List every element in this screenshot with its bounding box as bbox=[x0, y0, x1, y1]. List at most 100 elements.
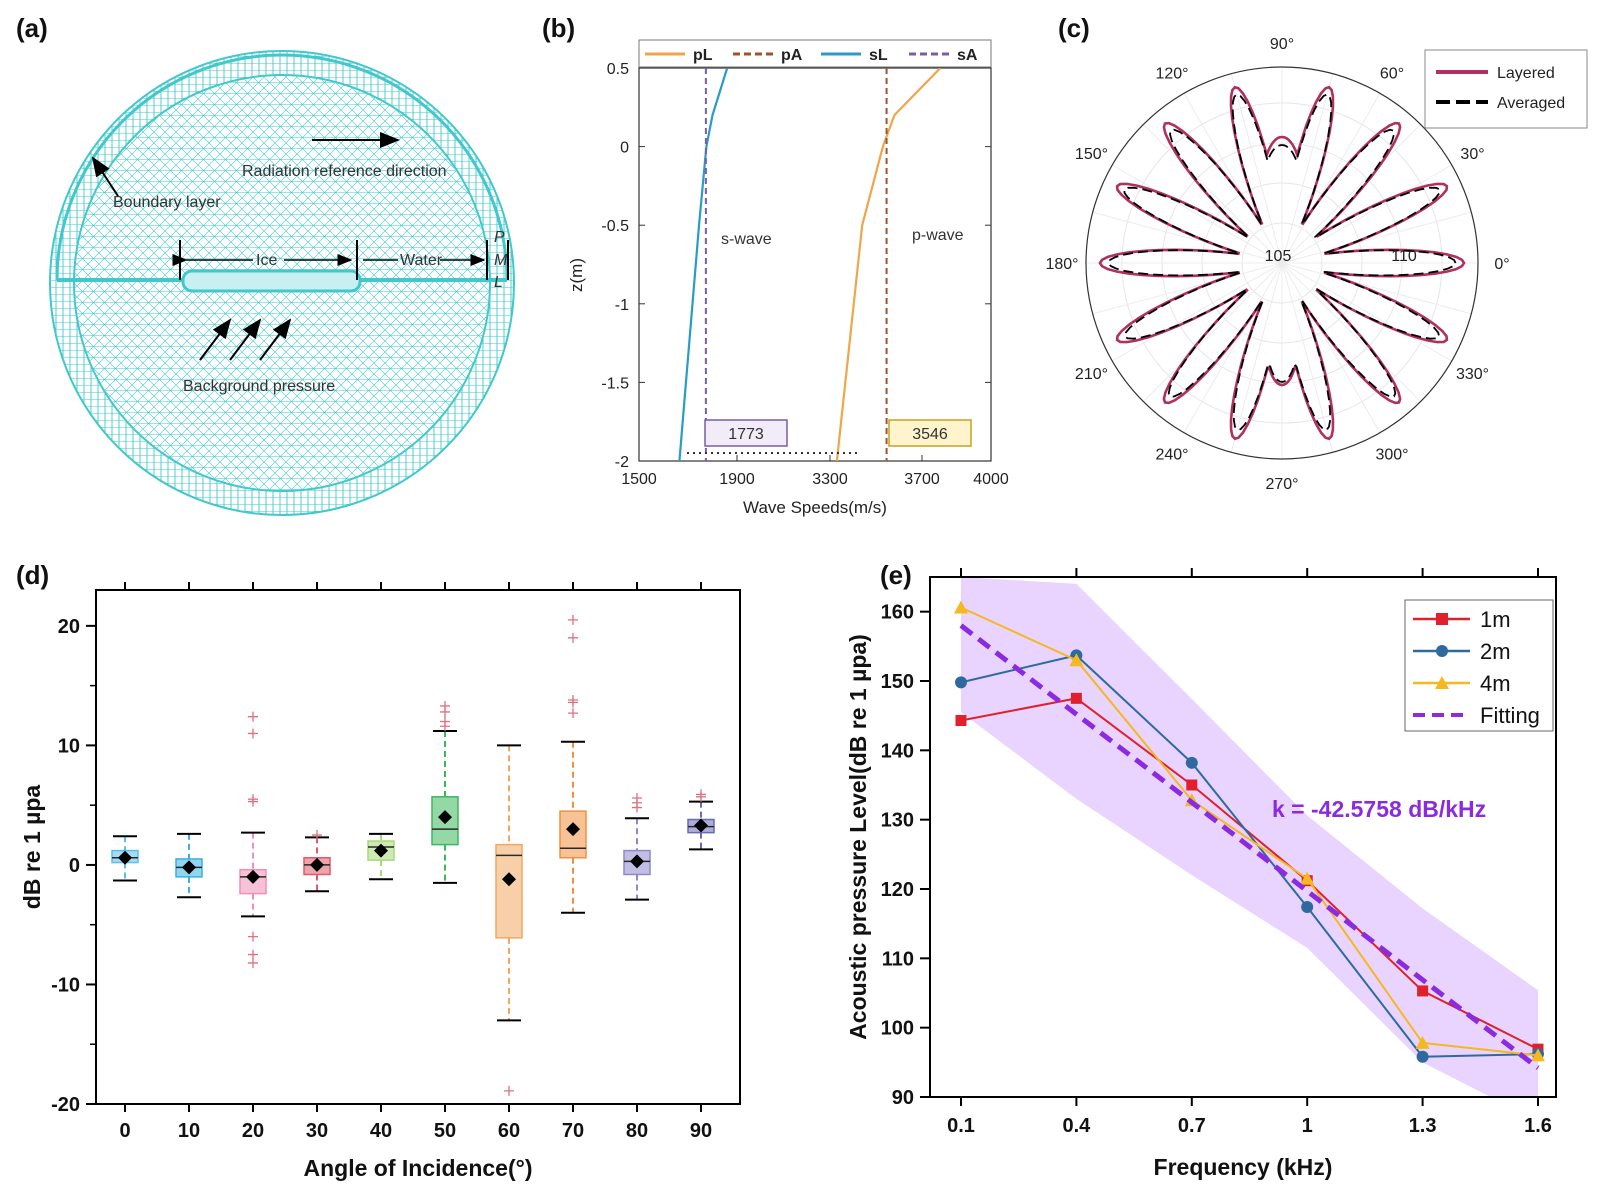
y-tick-label-e: 150 bbox=[881, 671, 914, 693]
polar-radial-label: 105 bbox=[1265, 248, 1292, 265]
ice-label: Ice bbox=[256, 252, 277, 269]
panel-label-b: (b) bbox=[542, 13, 575, 43]
outlier-marker bbox=[568, 708, 578, 719]
y-tick-label-d: -20 bbox=[51, 1094, 80, 1116]
x-tick-label-d: 20 bbox=[242, 1120, 264, 1142]
x-tick-label-d: 70 bbox=[562, 1120, 584, 1142]
x-tick-label-d: 50 bbox=[434, 1120, 456, 1142]
ice-region bbox=[181, 269, 362, 293]
legend-e-items: 1m 2m 4m Fitting bbox=[1413, 607, 1540, 728]
x-tick-label-b: 1900 bbox=[719, 471, 755, 488]
x-tick-label-d: 30 bbox=[306, 1120, 328, 1142]
y-tick-label-d: -10 bbox=[51, 974, 80, 996]
y-axis-label-d: dB re 1 µpa bbox=[19, 785, 45, 910]
legend-c-layered: Layered bbox=[1497, 65, 1555, 82]
polar-spoke bbox=[1143, 262, 1283, 402]
series-line-pL bbox=[835, 68, 942, 461]
box-60 bbox=[495, 744, 523, 1096]
polar-angle-labels: 0° 30° 60° 90° 120° 150° 180° 210° 240° 270° 300° 3… bbox=[1045, 36, 1509, 493]
marker-2m bbox=[1185, 756, 1198, 769]
polar-angle-label: 30° bbox=[1460, 146, 1484, 163]
x-tick-label-d: 0 bbox=[119, 1120, 130, 1142]
s-wave-label: s-wave bbox=[721, 231, 772, 248]
x-tick-label-d: 80 bbox=[626, 1120, 648, 1142]
y-tick-label-d: 10 bbox=[58, 735, 80, 757]
series-line-4m bbox=[960, 606, 1539, 1057]
y-tick-label-e: 100 bbox=[881, 1018, 914, 1040]
polar-curve-averaged bbox=[1107, 93, 1457, 431]
slope-annotation: k = -42.5758 dB/kHz bbox=[1272, 796, 1486, 822]
box-plot-chart: 20 10 0 -10 -20 0 10 20 30 40 50 60 70 80 90 Angle of … bbox=[19, 582, 741, 1181]
legend-e bbox=[1404, 599, 1554, 732]
polar-angle-label: 180° bbox=[1045, 256, 1078, 273]
box-10 bbox=[175, 832, 203, 899]
outlier-marker bbox=[312, 830, 322, 841]
pml-m: M bbox=[494, 252, 508, 269]
panel-label-c: (c) bbox=[1058, 13, 1090, 43]
polar-grid bbox=[1085, 66, 1479, 460]
legend-b-items: pL pA sL sA bbox=[645, 47, 978, 64]
polar-chart: 0° 30° 60° 90° 120° 150° 180° 210° 240° 270° 300° 3… bbox=[1045, 36, 1588, 493]
confidence-band bbox=[961, 577, 1538, 1097]
legend-c-averaged: Averaged bbox=[1497, 95, 1565, 112]
y-tick-label-e: 120 bbox=[881, 879, 914, 901]
boundary-layer-arc bbox=[55, 53, 509, 281]
boundary-arrow bbox=[91, 156, 119, 197]
x-tick-label-e: 1.6 bbox=[1524, 1115, 1552, 1137]
polar-spoke bbox=[1281, 262, 1334, 453]
x-tick-label-e: 1 bbox=[1302, 1115, 1313, 1137]
outlier-marker bbox=[248, 931, 258, 942]
y-tick-label-b: -2 bbox=[615, 454, 629, 471]
plot-frame-b bbox=[638, 67, 992, 462]
mesh-schematic: Radiation reference direction Boundary l… bbox=[49, 50, 515, 516]
polar-spoke bbox=[1143, 124, 1283, 264]
pressure-arrow-3 bbox=[259, 318, 292, 361]
y-tick-label-e: 110 bbox=[882, 948, 914, 970]
polar-angle-label: 120° bbox=[1155, 65, 1188, 82]
x-axis-label-b: Wave Speeds(m/s) bbox=[743, 498, 887, 517]
panel-label-a: (a) bbox=[16, 13, 48, 43]
y-tick-label-d: 20 bbox=[58, 616, 80, 638]
mean-marker bbox=[246, 869, 260, 884]
value-box-p-text: 3546 bbox=[912, 426, 948, 443]
box-80 bbox=[623, 792, 651, 901]
x-tick-label-e: 1.3 bbox=[1409, 1115, 1437, 1137]
plot-frame-e bbox=[929, 576, 1557, 1098]
y-tick-label-b: 0 bbox=[620, 140, 629, 157]
polar-spoke bbox=[1281, 164, 1452, 264]
pml-p: P bbox=[494, 229, 505, 246]
y-tick-label-b: 0.5 bbox=[607, 61, 629, 78]
outlier-marker bbox=[440, 706, 450, 717]
ticks-b: 1500 1900 3300 3700 4000 0.5 0 -0.5 -1 -1.5 -2 bbox=[601, 61, 1008, 488]
y-tick-label-e: 140 bbox=[881, 740, 914, 762]
mean-marker bbox=[310, 857, 324, 872]
polar-spoke bbox=[1281, 262, 1472, 315]
polar-spoke bbox=[1281, 211, 1472, 264]
box-90 bbox=[687, 789, 715, 851]
box-70 bbox=[559, 614, 587, 914]
y-tick-label-b: -1 bbox=[615, 297, 629, 314]
ticks-d: 20 10 0 -10 -20 0 10 20 30 40 50 60 70 80 90 bbox=[51, 582, 712, 1142]
marker-1m bbox=[1070, 692, 1082, 704]
x-tick-label-d: 10 bbox=[178, 1120, 200, 1142]
wave-speed-chart: 1500 1900 3300 3700 4000 0.5 0 -0.5 -1 -1.5 -2 s-w… bbox=[567, 39, 1009, 517]
polar-spoke bbox=[1281, 262, 1452, 362]
y-tick-label-b: -0.5 bbox=[601, 218, 629, 235]
mean-marker bbox=[694, 818, 708, 833]
y-axis-label-b: z(m) bbox=[567, 258, 586, 292]
outlier-marker bbox=[248, 728, 258, 739]
pml-l: L bbox=[494, 274, 503, 291]
polar-angle-label: 60° bbox=[1380, 65, 1404, 82]
outlier-marker bbox=[440, 721, 450, 732]
y-tick-label-e: 90 bbox=[892, 1087, 914, 1109]
mean-marker bbox=[630, 854, 644, 869]
box-20 bbox=[239, 711, 267, 968]
polar-angle-label: 210° bbox=[1075, 366, 1108, 383]
polar-spoke bbox=[1281, 124, 1421, 264]
background-pressure-label: Background pressure bbox=[183, 378, 335, 395]
mean-marker bbox=[566, 822, 580, 837]
boxes-d bbox=[111, 614, 715, 1096]
polar-spoke bbox=[1281, 73, 1334, 264]
y-tick-label-d: 0 bbox=[69, 855, 80, 877]
